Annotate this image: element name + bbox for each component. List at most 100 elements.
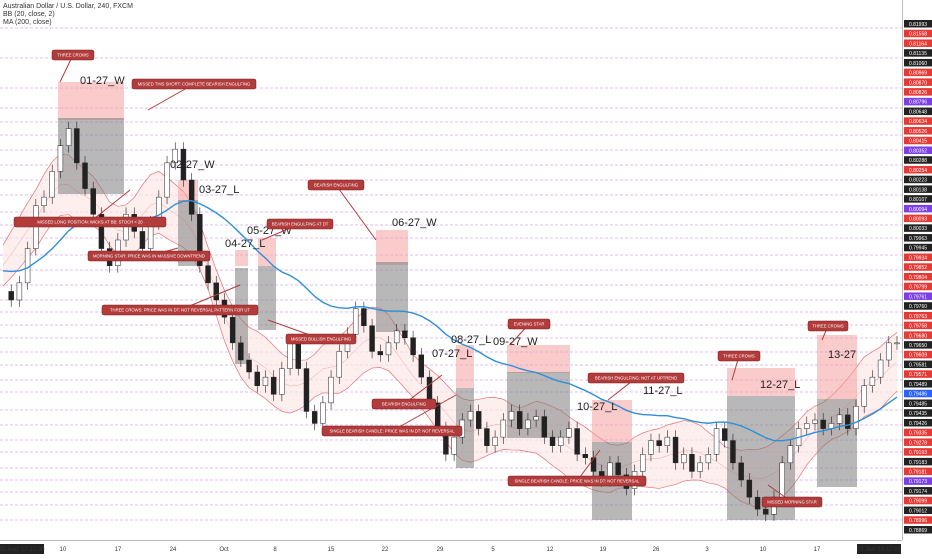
price-badge-label: 0.79804 xyxy=(909,275,927,281)
price-badge-label: 0.80223 xyxy=(909,178,927,184)
result-zone-box xyxy=(376,262,408,332)
candle-body xyxy=(295,342,301,369)
note-text: SINGLE BEARISH CANDLE: PRICE WAS IN DT: … xyxy=(330,428,456,433)
price-badge xyxy=(904,117,932,125)
price-axis[interactable]: 0.81993 0.81558 0.81164 0.81135 0.81060 0.809… xyxy=(902,0,932,540)
candle-body xyxy=(385,342,392,356)
candle-body xyxy=(812,419,818,424)
candle-body xyxy=(270,376,277,395)
candle-body xyxy=(352,308,359,335)
price-badge-label: 0.79609 xyxy=(909,353,927,359)
note-text: SINGLE BEARISH CANDLE: PRICE WAS IN DT: … xyxy=(515,478,641,483)
candle-body xyxy=(746,479,753,498)
candle-body xyxy=(820,419,826,429)
price-badge xyxy=(904,107,932,116)
price-badge xyxy=(904,321,932,330)
price-badge-label: 0.79581 xyxy=(909,362,927,368)
candle-body xyxy=(229,316,236,344)
candle-body xyxy=(804,423,810,429)
entry-zone-box xyxy=(592,400,632,442)
price-badge xyxy=(904,467,932,476)
time-tick-label: 15 xyxy=(328,547,335,553)
price-badge xyxy=(904,516,932,524)
candle-body xyxy=(754,496,761,510)
price-badge xyxy=(904,496,932,505)
candle-body xyxy=(418,354,425,378)
price-badge xyxy=(904,185,932,193)
note-box xyxy=(87,250,211,262)
entry-zone-box xyxy=(178,180,198,202)
candle-body xyxy=(738,462,744,481)
period-labels: 01-27_W02-27_W03-27_L04-27_L05-27_W06-27… xyxy=(80,75,856,413)
note-text: BEARISH ENGULFING xyxy=(314,182,358,187)
candle-body xyxy=(402,330,408,338)
price-badge xyxy=(904,273,932,281)
price-badge-label: 0.79335 xyxy=(909,431,927,437)
price-badge xyxy=(904,350,932,359)
price-badge-label: 0.80288 xyxy=(909,158,927,164)
note-box xyxy=(507,318,551,330)
price-badge xyxy=(904,292,932,300)
price-badge xyxy=(904,68,932,77)
candle-body xyxy=(24,248,31,284)
price-badge xyxy=(904,506,932,515)
price-badge-label: 0.81993 xyxy=(909,22,927,28)
price-badge-label: 0.79181 xyxy=(909,470,927,476)
price-badge xyxy=(904,331,932,339)
candle-body xyxy=(582,454,589,458)
result-zone-box xyxy=(817,399,857,487)
price-badge-label: 0.80033 xyxy=(909,226,927,232)
candle-body xyxy=(49,171,55,198)
note-box xyxy=(321,425,463,437)
time-tick-label: 22 xyxy=(382,547,389,553)
note-connector xyxy=(335,184,377,241)
result-zone-box xyxy=(178,200,198,266)
note-text: MORNING STAR: PRICE WAS IN MASSIVE DOWNT… xyxy=(93,253,205,258)
price-badge-label: 0.79650 xyxy=(909,343,927,349)
note-text: THREE CROWS xyxy=(812,323,844,328)
entry-zone-box xyxy=(58,82,124,120)
symbol-title: Australian Dollar / U.S. Dollar, 240, FX… xyxy=(3,3,133,10)
price-badge-label: 0.79174 xyxy=(909,489,927,495)
candle-body xyxy=(57,145,64,172)
time-badge xyxy=(857,544,901,554)
time-tick-label: 10 xyxy=(760,547,767,553)
price-badge-label: 0.80352 xyxy=(909,148,927,154)
pattern-boxes xyxy=(58,82,857,520)
period-label: 01-27_W xyxy=(80,75,125,87)
candle-body xyxy=(205,265,211,284)
time-tick-label: Oct xyxy=(219,547,229,553)
candle-body xyxy=(41,196,47,206)
candle-body xyxy=(369,325,375,352)
price-badge-label: 0.80138 xyxy=(909,187,927,193)
note-box xyxy=(13,216,167,228)
note-text: MISSED THIS SHORT: COMPLETE BEARISH ENGU… xyxy=(138,81,250,86)
price-badge-label: 0.79278 xyxy=(909,440,927,446)
price-badge xyxy=(904,146,932,154)
price-badge-label: 0.80969 xyxy=(909,71,927,77)
candle-body xyxy=(74,128,80,164)
price-badge xyxy=(904,243,932,252)
price-badge xyxy=(904,457,932,466)
note-box xyxy=(717,350,761,362)
note-connector xyxy=(89,189,131,223)
candle-body xyxy=(90,188,96,215)
candle-body xyxy=(98,214,105,249)
candle-body xyxy=(549,436,556,446)
note-text: MISSED BULLISH ENGULFING xyxy=(291,336,351,341)
candle-body xyxy=(763,508,769,515)
price-badge-label: 0.80094 xyxy=(909,207,927,213)
time-tick-label: 29 xyxy=(437,547,444,553)
note-text: THREE CROWS xyxy=(723,353,755,358)
time-tick-label: 17 xyxy=(115,547,122,553)
candle-body xyxy=(894,342,900,345)
time-tick-label: 17 xyxy=(814,547,821,553)
candle-body xyxy=(8,291,14,301)
price-badge xyxy=(904,156,932,164)
price-badge-label: 0.78869 xyxy=(909,528,927,534)
price-badge-label: 0.81060 xyxy=(909,61,927,67)
time-tick-label: 24 xyxy=(170,547,177,553)
candle-body xyxy=(640,454,646,472)
time-axis[interactable]: 31 Aug '17 17:00 10 17 24 Oct 8 15 22 29 5 12 19 26 3… xyxy=(0,540,902,554)
